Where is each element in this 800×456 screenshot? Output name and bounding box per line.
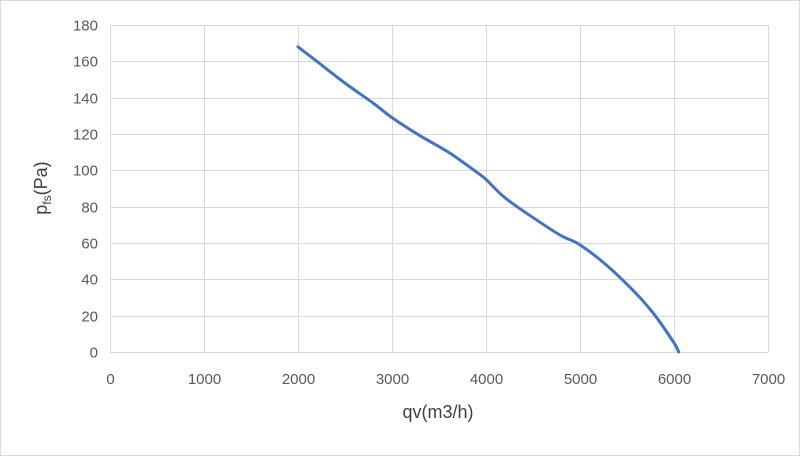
y-tick-label: 20: [81, 309, 98, 326]
y-tick-label: 160: [73, 54, 98, 71]
x-tick-label: 0: [106, 371, 114, 388]
x-tick-label: 1000: [188, 371, 221, 388]
y-tick-label: 180: [73, 18, 98, 35]
y-tick-label: 80: [81, 200, 98, 217]
y-tick-label: 60: [81, 236, 98, 253]
y-axis-title-sub: fs: [40, 195, 54, 204]
x-axis-title: qv(m3/h): [402, 402, 473, 422]
x-tick-label: 7000: [752, 371, 785, 388]
y-axis-title-main: p: [31, 205, 51, 215]
x-tick-label: 6000: [658, 371, 691, 388]
y-axis-title-unit: (Pa): [31, 161, 51, 195]
y-tick-label: 40: [81, 272, 98, 289]
y-tick-label: 0: [90, 345, 98, 362]
gridlines: [110, 25, 769, 353]
x-axis-ticks: 0 1000 2000 3000 4000 5000 6000 7000: [106, 371, 785, 388]
series-layer: [296, 45, 681, 354]
x-tick-label: 3000: [376, 371, 409, 388]
y-axis-title: pfs(Pa): [31, 161, 54, 214]
series-line: [296, 45, 681, 354]
svg-text:pfs(Pa): pfs(Pa): [31, 161, 54, 214]
y-tick-label: 140: [73, 91, 98, 108]
x-tick-label: 4000: [470, 371, 503, 388]
y-tick-label: 120: [73, 127, 98, 144]
x-tick-label: 5000: [564, 371, 597, 388]
y-axis-ticks: 0 20 40 60 80 100 120 140 160 180: [73, 18, 98, 362]
y-tick-label: 100: [73, 163, 98, 180]
x-tick-label: 2000: [282, 371, 315, 388]
